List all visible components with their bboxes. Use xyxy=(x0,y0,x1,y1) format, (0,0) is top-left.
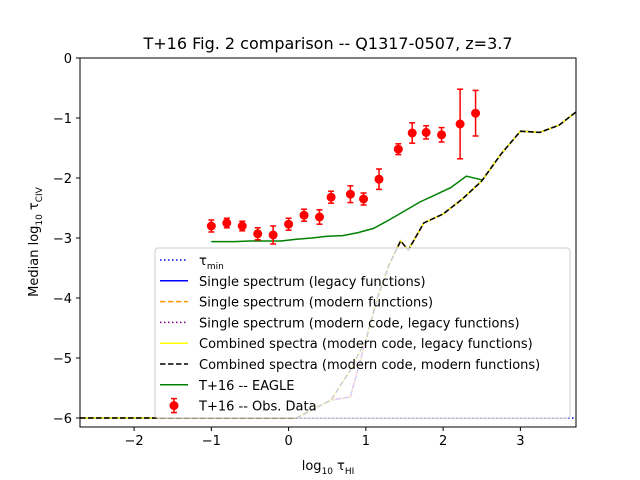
data-point xyxy=(374,174,384,184)
y-tick-label: −3 xyxy=(53,232,72,247)
axes-frame xyxy=(79,57,577,428)
legend: τmin Single spectrum (legacy functions) Si… xyxy=(154,247,571,419)
y-tick-label: 0 xyxy=(64,52,72,67)
data-point xyxy=(299,210,309,220)
data-point xyxy=(437,130,447,140)
legend-label: Combined spectra (modern code, legacy fu… xyxy=(199,337,533,352)
data-point xyxy=(421,127,431,137)
x-axis-label: log10 τHI xyxy=(302,459,355,477)
legend-label: τmin xyxy=(199,254,224,272)
x-tick-label: 2 xyxy=(439,434,447,449)
y-tick-label: −6 xyxy=(53,412,72,427)
data-point xyxy=(345,189,355,199)
legend-label: T+16 -- Obs. Data xyxy=(198,400,317,415)
x-tick-label: −2 xyxy=(124,434,143,449)
axes: −2 −1 0 1 2 3 0 −1 −2 −3 −4 −5 −6 xyxy=(53,52,577,449)
data-point xyxy=(359,194,369,204)
legend-label: Combined spectra (modern code, modern fu… xyxy=(199,358,540,373)
data-point xyxy=(206,221,216,231)
legend-marker xyxy=(169,401,179,411)
data-point xyxy=(284,219,294,229)
legend-label: T+16 -- EAGLE xyxy=(198,379,294,394)
data-point xyxy=(237,221,247,231)
x-tick-label: −1 xyxy=(202,434,221,449)
legend-label: Single spectrum (modern functions) xyxy=(199,296,433,311)
x-tick-label: 1 xyxy=(362,434,370,449)
y-tick-label: −2 xyxy=(53,172,72,187)
data-point xyxy=(407,128,417,138)
y-tick-label: −4 xyxy=(53,292,72,307)
y-tick-label: −5 xyxy=(53,352,72,367)
data-point xyxy=(393,144,403,154)
data-point xyxy=(471,108,481,118)
series-line-6 xyxy=(211,175,482,243)
legend-label: Single spectrum (modern code, legacy fun… xyxy=(199,316,520,331)
x-tick-label: 3 xyxy=(516,434,524,449)
data-point xyxy=(315,212,325,222)
data-point xyxy=(253,229,263,239)
y-axis-label: Median log10τCIV xyxy=(27,186,45,296)
chart-title: T+16 Fig. 2 comparison -- Q1317-0507, z=… xyxy=(142,34,512,53)
data-point xyxy=(455,119,465,129)
legend-box xyxy=(154,247,571,419)
data-point xyxy=(268,230,278,240)
x-tick-label: 0 xyxy=(284,434,292,449)
y-tick-label: −1 xyxy=(53,112,72,127)
data-point xyxy=(222,218,232,228)
legend-label: Single spectrum (legacy functions) xyxy=(199,275,426,290)
data-point xyxy=(326,192,336,202)
